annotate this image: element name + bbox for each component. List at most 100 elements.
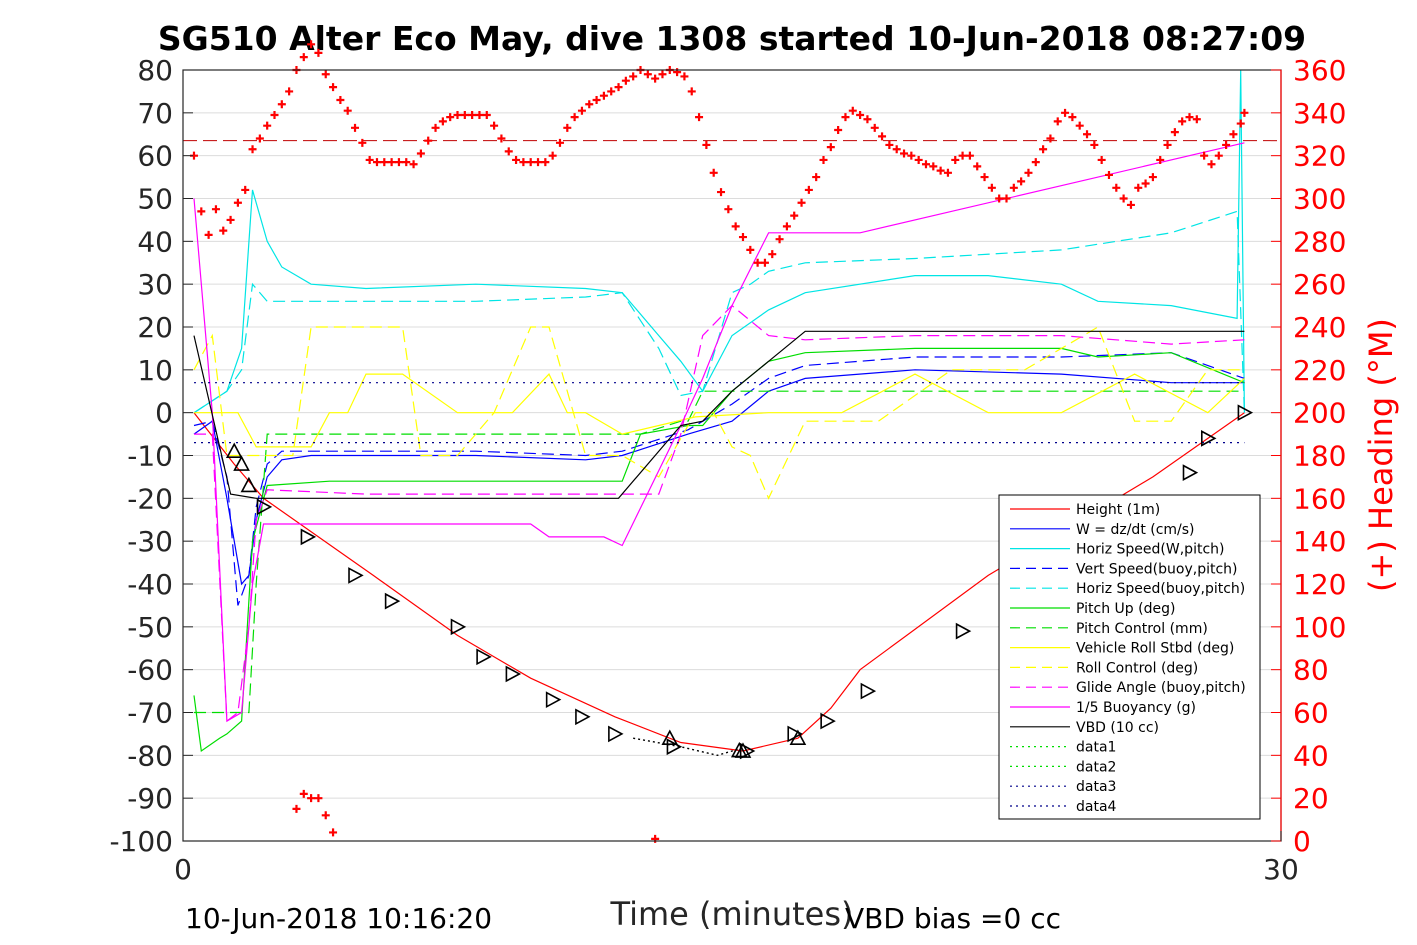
heading-point-73 — [724, 205, 733, 214]
left-tick-label-2: 60 — [137, 140, 173, 173]
heading-point-127 — [1119, 194, 1128, 203]
heading-point-133 — [1163, 140, 1172, 149]
heading-point-97 — [900, 149, 909, 158]
left-tick-label-5: 30 — [137, 268, 173, 301]
heading-point-3 — [211, 205, 220, 214]
heading-point-28 — [394, 158, 403, 167]
legend-label-4: Horiz Speed(buoy,pitch) — [1076, 581, 1245, 597]
legend-label-8: Roll Control (deg) — [1076, 660, 1198, 676]
legend-label-13: data2 — [1076, 759, 1116, 775]
series-line-7 — [194, 373, 1245, 448]
heading-point-12 — [277, 100, 286, 109]
heading-point-35 — [446, 113, 455, 122]
heading-point-99 — [914, 155, 923, 164]
series-line-4 — [193, 210, 1245, 414]
footer-timestamp: 10-Jun-2018 10:16:20 — [185, 902, 492, 935]
heading-point-69 — [695, 113, 704, 122]
left-tick-label-11: -30 — [127, 525, 173, 558]
right-triangle-19 — [1201, 430, 1217, 447]
heading-point-140 — [1214, 151, 1223, 160]
heading-point-121 — [1075, 121, 1084, 130]
heading-point-13 — [285, 87, 294, 96]
series-line-11 — [193, 330, 1245, 499]
right-tick-label-9: 180 — [1293, 440, 1346, 473]
heading-point-58 — [614, 83, 623, 92]
left-tick-label-6: 20 — [137, 311, 173, 344]
series-line-5 — [193, 347, 1245, 753]
legend-label-9: Glide Angle (buoy,pitch) — [1076, 680, 1246, 696]
right-axis: 3603403203002802602402202001801601401201… — [1271, 54, 1346, 858]
heading-point-104 — [951, 155, 960, 164]
heading-point-62 — [643, 70, 652, 79]
heading-point-149 — [321, 811, 330, 820]
heading-point-24 — [365, 155, 374, 164]
heading-point-115 — [1031, 158, 1040, 167]
legend-label-14: data3 — [1076, 779, 1116, 795]
heading-point-67 — [680, 72, 689, 81]
x-tick-label-0: 0 — [174, 853, 192, 886]
heading-point-82 — [790, 211, 799, 220]
heading-point-81 — [782, 222, 791, 231]
x-axis-label: Time (minutes) — [610, 895, 854, 933]
heading-point-89 — [841, 113, 850, 122]
heading-point-7 — [241, 185, 250, 194]
heading-point-18 — [321, 70, 330, 79]
heading-point-50 — [555, 138, 564, 147]
heading-point-59 — [621, 76, 630, 85]
heading-point-8 — [248, 145, 257, 154]
heading-point-37 — [460, 110, 469, 119]
right-triangle-15 — [955, 622, 972, 640]
heading-point-141 — [1222, 140, 1231, 149]
heading-point-56 — [599, 91, 608, 100]
heading-point-9 — [255, 134, 264, 143]
right-tick-label-3: 300 — [1293, 183, 1346, 216]
heading-point-125 — [1104, 170, 1113, 179]
heading-point-135 — [1178, 117, 1187, 126]
left-tick-label-3: 50 — [137, 183, 173, 216]
right-tick-label-17: 20 — [1293, 782, 1329, 815]
legend: Height (1m) W = dz/dt (cm/s) Horiz Speed(W… — [998, 494, 1261, 820]
heading-point-46 — [526, 158, 535, 167]
heading-point-54 — [585, 100, 594, 109]
heading-point-131 — [1148, 173, 1157, 182]
series-line-2 — [193, 69, 1245, 414]
heading-point-129 — [1134, 183, 1143, 192]
left-tick-label-0: 80 — [137, 54, 173, 87]
legend-label-3: Vert Speed(buoy,pitch) — [1076, 561, 1238, 577]
legend-label-10: 1/5 Buoyancy (g) — [1076, 700, 1196, 716]
heading-point-102 — [936, 166, 945, 175]
heading-point-6 — [233, 198, 242, 207]
heading-point-118 — [1053, 117, 1062, 126]
right-triangle-8 — [575, 708, 591, 726]
heading-point-86 — [819, 155, 828, 164]
heading-point-150 — [329, 828, 338, 837]
right-tick-label-15: 60 — [1293, 697, 1329, 730]
up-triangle-3 — [661, 729, 679, 745]
legend-label-6: Pitch Control (mm) — [1076, 621, 1208, 637]
heading-point-120 — [1068, 113, 1077, 122]
right-triangle-9 — [608, 725, 624, 743]
series-line-3 — [193, 352, 1245, 606]
heading-point-143 — [1236, 119, 1245, 128]
right-tick-label-12: 120 — [1293, 568, 1346, 601]
right-triangle-14 — [860, 682, 877, 700]
heading-point-103 — [943, 168, 952, 177]
heading-point-63 — [651, 74, 660, 83]
heading-point-138 — [1200, 151, 1209, 160]
heading-point-60 — [629, 72, 638, 81]
right-triangle-20 — [1237, 404, 1254, 422]
left-tick-label-1: 70 — [137, 97, 173, 130]
heading-point-52 — [570, 113, 579, 122]
heading-point-15 — [299, 53, 308, 62]
heading-point-40 — [482, 110, 491, 119]
heading-point-148 — [314, 794, 323, 803]
left-tick-label-17: -90 — [127, 782, 173, 815]
heading-point-144 — [1240, 108, 1249, 117]
heading-point-93 — [870, 123, 879, 132]
up-triangle-1 — [233, 455, 250, 471]
series-line-10 — [193, 142, 1245, 723]
heading-point-31 — [416, 149, 425, 158]
heading-point-34 — [438, 117, 447, 126]
right-triangle-4 — [450, 618, 467, 636]
